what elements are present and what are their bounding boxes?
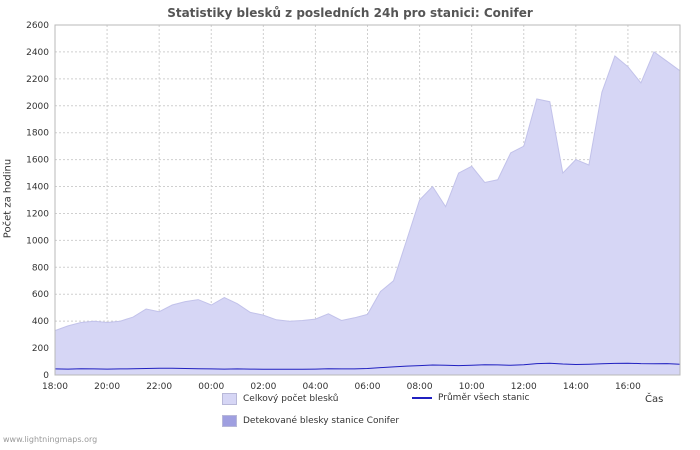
svg-text:1200: 1200	[26, 209, 49, 219]
svg-text:800: 800	[32, 263, 49, 273]
svg-text:1400: 1400	[26, 183, 49, 193]
svg-text:2400: 2400	[26, 48, 49, 58]
svg-text:20:00: 20:00	[94, 382, 120, 392]
svg-text:600: 600	[32, 290, 49, 300]
svg-text:18:00: 18:00	[42, 382, 68, 392]
legend-label-average: Průměr všech stanic	[438, 393, 530, 403]
svg-text:16:00: 16:00	[615, 382, 641, 392]
svg-text:10:00: 10:00	[459, 382, 485, 392]
svg-text:22:00: 22:00	[146, 382, 172, 392]
legend-label-total: Celkový počet blesků	[243, 394, 339, 404]
legend-label-detected: Detekované blesky stanice Conifer	[243, 416, 400, 426]
svg-text:12:00: 12:00	[511, 382, 537, 392]
x-axis-label: Čas	[645, 394, 664, 405]
watermark: www.lightningmaps.org	[3, 435, 98, 444]
svg-text:08:00: 08:00	[407, 382, 433, 392]
svg-text:1800: 1800	[26, 129, 49, 139]
detected-area-swatch	[222, 415, 237, 427]
svg-text:02:00: 02:00	[250, 382, 276, 392]
chart-title: Statistiky blesků z posledních 24h pro s…	[167, 6, 533, 20]
svg-text:14:00: 14:00	[563, 382, 589, 392]
svg-text:200: 200	[32, 344, 49, 354]
svg-text:1000: 1000	[26, 236, 49, 246]
svg-text:1600: 1600	[26, 156, 49, 166]
svg-text:2000: 2000	[26, 102, 49, 112]
svg-text:06:00: 06:00	[355, 382, 381, 392]
svg-text:400: 400	[32, 317, 49, 327]
svg-text:00:00: 00:00	[198, 382, 224, 392]
total-area-swatch	[222, 393, 237, 405]
svg-text:2600: 2600	[26, 21, 49, 31]
svg-text:04:00: 04:00	[302, 382, 328, 392]
legend-item-total: Celkový počet blesků	[222, 393, 338, 405]
svg-text:2200: 2200	[26, 75, 49, 85]
legend-item-average: Průměr všech stanic	[412, 393, 530, 403]
legend-item-detected: Detekované blesky stanice Conifer	[222, 415, 399, 427]
average-line-swatch	[412, 393, 432, 403]
svg-text:0: 0	[43, 371, 49, 381]
